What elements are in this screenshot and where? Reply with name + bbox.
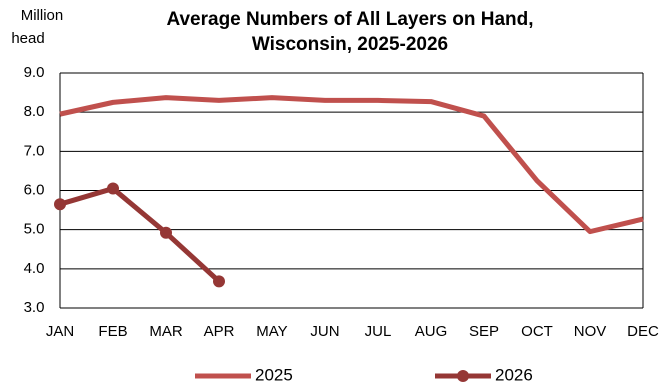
legend-label: 2026	[495, 365, 533, 384]
x-tick-label: SEP	[469, 323, 499, 340]
chart-title: Wisconsin, 2025-2026	[252, 34, 448, 55]
x-tick-label: JUN	[310, 323, 339, 340]
y-tick-label: 7.0	[24, 142, 45, 159]
y-tick-label: 4.0	[24, 260, 45, 277]
y-tick-label: 3.0	[24, 299, 45, 316]
data-point	[54, 198, 66, 211]
y-tick-label: 8.0	[24, 103, 45, 120]
x-tick-label: APR	[204, 323, 235, 340]
x-tick-label: AUG	[415, 323, 448, 340]
chart-title: Average Numbers of All Layers on Hand,	[166, 9, 533, 30]
x-tick-label: DEC	[627, 323, 659, 340]
y-axis-label: head	[11, 30, 44, 47]
x-tick-label: OCT	[521, 323, 553, 340]
series-line	[59, 186, 221, 284]
x-tick-label: MAR	[149, 323, 183, 340]
x-tick-label: FEB	[98, 323, 127, 340]
x-tick-label: NOV	[574, 323, 607, 340]
legend-label: 2025	[255, 365, 293, 384]
x-tick-label: JUL	[365, 323, 392, 340]
x-tick-label: MAY	[256, 323, 287, 340]
data-point	[213, 275, 225, 288]
data-point	[107, 182, 119, 195]
y-axis-label: Million	[21, 7, 64, 24]
x-tick-label: JAN	[46, 323, 74, 340]
y-tick-label: 5.0	[24, 221, 45, 238]
y-tick-label: 9.0	[24, 64, 45, 81]
legend-marker	[457, 370, 469, 382]
data-point	[160, 226, 172, 239]
y-tick-label: 6.0	[24, 181, 45, 198]
series-line	[59, 95, 644, 235]
